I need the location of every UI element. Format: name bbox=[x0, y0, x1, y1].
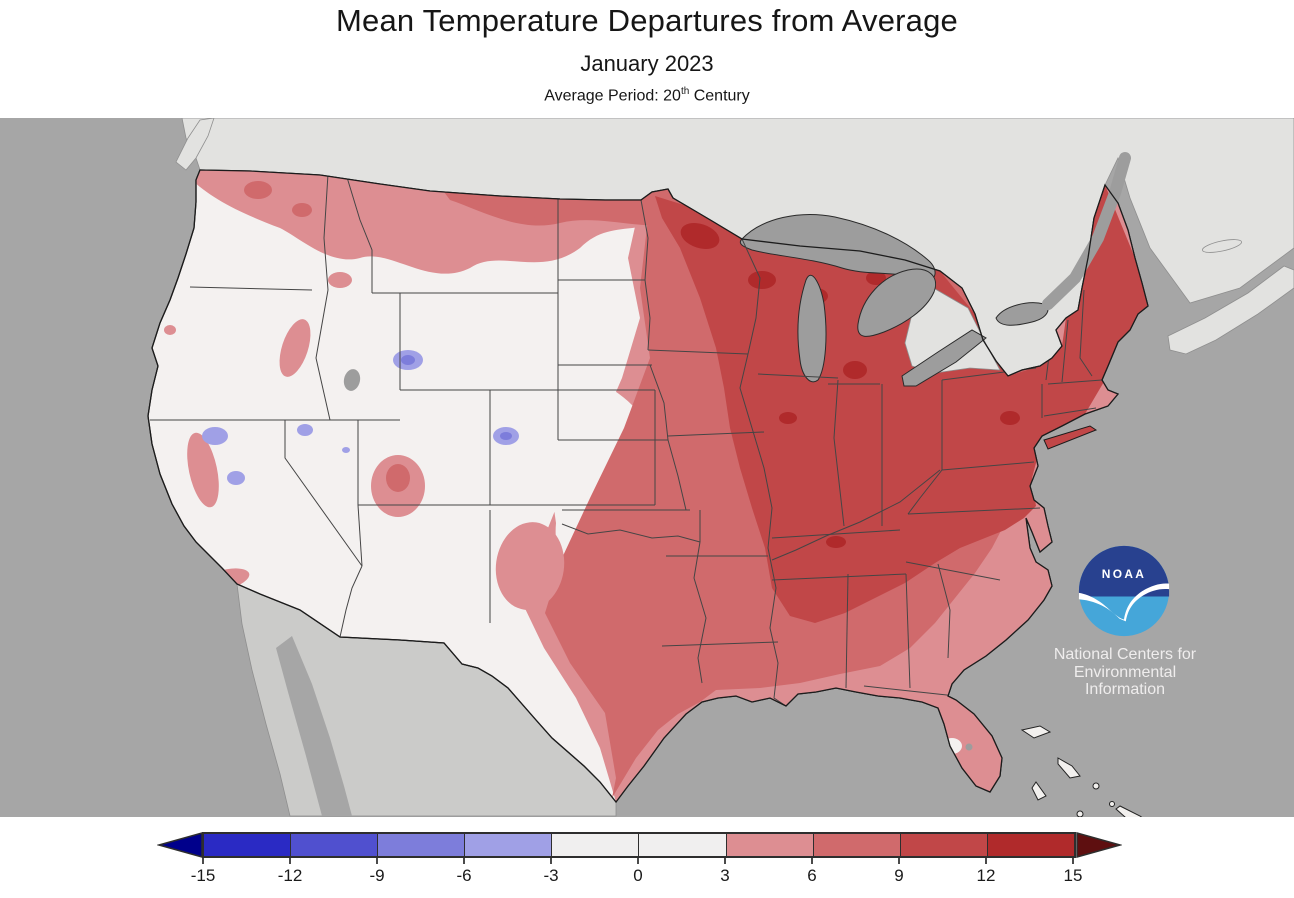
colorbar-segment bbox=[464, 834, 552, 856]
bahamas-islands bbox=[1020, 725, 1143, 817]
colorbar-tick-label: 0 bbox=[633, 866, 643, 885]
colorbar-tick-label: -15 bbox=[190, 866, 216, 885]
page-title: Mean Temperature Departures from Average bbox=[335, 3, 958, 38]
colorbar-segment bbox=[377, 834, 465, 856]
colorbar-tick-label: 15 bbox=[1063, 866, 1083, 885]
colorbar-tick-mark bbox=[985, 858, 987, 864]
noaa-logo-navy-half bbox=[1078, 545, 1170, 597]
colorbar-tick-mark bbox=[1072, 858, 1074, 864]
colorbar-tick-mark bbox=[202, 858, 204, 864]
period-superscript: th bbox=[680, 86, 690, 97]
great-lakes bbox=[739, 214, 1049, 387]
colorbar-tick-mark bbox=[898, 858, 900, 864]
vancouver-island bbox=[175, 118, 215, 171]
us-coastline-outline bbox=[147, 169, 1149, 804]
map-header: Mean Temperature Departures from Average… bbox=[0, 0, 1294, 118]
agency-line-1: National Centers for bbox=[1053, 646, 1197, 663]
colorbar-segment bbox=[290, 834, 378, 856]
colorbar-tick-mark bbox=[811, 858, 813, 864]
colorbar-right-arrow bbox=[1076, 832, 1122, 858]
period-suffix: Century bbox=[689, 87, 750, 105]
colorbar-tick-mark bbox=[376, 858, 378, 864]
colorbar-tick-label: -12 bbox=[277, 866, 303, 885]
ontario-peninsula bbox=[904, 285, 1001, 374]
nova-scotia bbox=[1167, 265, 1294, 355]
colorbar-scale bbox=[202, 832, 1076, 858]
page-subtitle: January 2023 bbox=[580, 51, 714, 76]
colorbar-segment bbox=[812, 834, 900, 856]
colorbar-tick-label: 3 bbox=[720, 866, 730, 885]
period-prefix: Average Period: 20 bbox=[544, 87, 681, 105]
colorbar-tick-mark bbox=[724, 858, 726, 864]
great-salt-lake bbox=[343, 369, 361, 391]
lake-michigan bbox=[797, 274, 827, 383]
lake-huron bbox=[857, 268, 936, 337]
noaa-logo-wordmark: NOAA bbox=[1102, 567, 1146, 581]
colorbar-tick-label: -6 bbox=[456, 866, 472, 885]
cool-spots bbox=[202, 350, 519, 485]
map-area: NOAA National Centers for Environmental … bbox=[0, 118, 1294, 817]
colorbar-tick-mark bbox=[463, 858, 465, 864]
colorbar-segment bbox=[204, 834, 291, 856]
agency-line-3: Information bbox=[1084, 681, 1166, 698]
colorbar-left-arrow bbox=[157, 832, 203, 858]
colorbar-tick-mark bbox=[289, 858, 291, 864]
lake-okeechobee bbox=[965, 743, 973, 751]
above-range-arrow-icon bbox=[1076, 832, 1122, 858]
lake-ontario bbox=[995, 302, 1049, 326]
seagull-icon bbox=[1078, 583, 1170, 622]
gulf-of-california bbox=[276, 636, 352, 816]
prince-edward-island bbox=[1202, 239, 1242, 253]
agency-line-2: Environmental bbox=[1073, 663, 1177, 681]
colorbar-tick-label: 6 bbox=[807, 866, 817, 885]
agency-name: National Centers for Environmental Infor… bbox=[1028, 646, 1222, 699]
colorbar-tick-mark bbox=[550, 858, 552, 864]
average-period-label: Average Period: 20th Century bbox=[0, 86, 1294, 105]
colorbar-tick-label: 12 bbox=[976, 866, 996, 885]
colorbar-legend: -15 -12 -9 -6 -3 0 3 6 9 12 15 bbox=[157, 832, 1137, 894]
us-anomaly-map bbox=[0, 118, 1294, 817]
colorbar-segment bbox=[899, 834, 987, 856]
colorbar-tick-label: 9 bbox=[894, 866, 904, 885]
noaa-logo-emblem: NOAA bbox=[1078, 545, 1170, 637]
st-lawrence-river bbox=[1042, 152, 1131, 310]
colorbar-segment bbox=[986, 834, 1074, 856]
colorbar-tick-label: -9 bbox=[369, 866, 385, 885]
colorbar-segment bbox=[638, 834, 726, 856]
long-island bbox=[1043, 425, 1098, 450]
colorbar-segment bbox=[725, 834, 813, 856]
colorbar-tick-label: -3 bbox=[543, 866, 559, 885]
noaa-logo: NOAA bbox=[1078, 545, 1170, 637]
colorbar-segment bbox=[551, 834, 639, 856]
colorbar-tick-mark bbox=[637, 858, 639, 864]
lake-erie bbox=[901, 329, 987, 387]
below-range-arrow-icon bbox=[157, 832, 203, 858]
